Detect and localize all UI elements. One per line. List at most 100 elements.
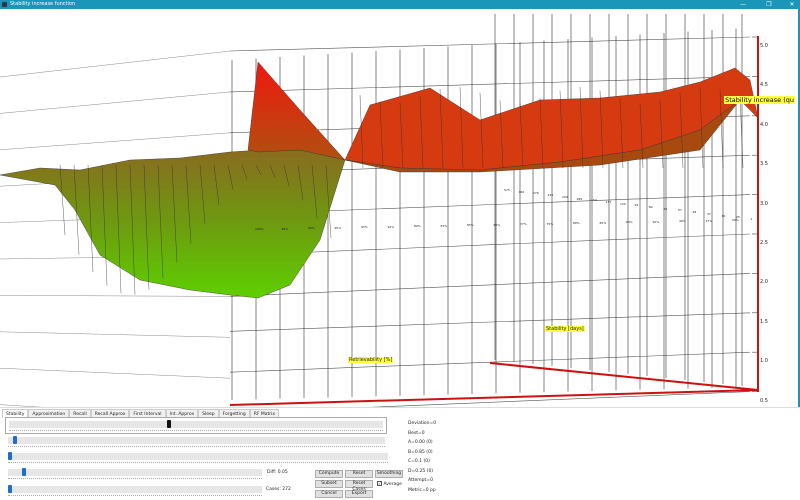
surface-mesh-line xyxy=(399,102,404,169)
surface-mesh-line xyxy=(639,102,644,169)
maximize-button[interactable]: ❐ xyxy=(766,1,772,8)
stat-line: Attempt=0 xyxy=(408,478,433,483)
z-tick-label: 1.5 xyxy=(760,318,768,325)
stat-line: B=0.85 (0) xyxy=(408,449,433,455)
reset-cases-button[interactable]: Reset Cases xyxy=(345,480,373,492)
retrievability-tick-label: 27% xyxy=(705,218,713,223)
slider-thumb[interactable] xyxy=(8,452,12,460)
slider-thumb[interactable] xyxy=(167,420,171,428)
retrievability-tick-label: 60% xyxy=(626,220,633,224)
smoothing-button[interactable]: Smoothing xyxy=(375,470,403,478)
tab-forgetting[interactable]: Forgetting xyxy=(218,409,250,418)
retrievability-tick-label: 65% xyxy=(599,220,607,225)
tab-stability[interactable]: Stability xyxy=(2,409,29,418)
surface-mesh-line xyxy=(227,164,234,190)
stability-tick-label: 204 xyxy=(562,194,568,199)
close-button[interactable]: ✕ xyxy=(789,1,795,8)
slider-thumb[interactable] xyxy=(22,468,26,476)
grid-line xyxy=(229,36,751,52)
tab-recall[interactable]: Recall xyxy=(69,409,91,418)
stability-tick-label: 30 xyxy=(721,213,726,218)
cancel-button[interactable]: Cancel xyxy=(315,490,343,498)
stability-tick-label: 180 xyxy=(576,196,583,201)
retrievability-tick-label: 50% xyxy=(652,219,660,224)
surface-mesh-line xyxy=(311,164,318,219)
surface-mesh-line xyxy=(59,164,66,236)
surface-mesh-line xyxy=(129,164,136,295)
z-tick-label: 2.0 xyxy=(760,279,768,286)
stability-tick-label: 154 xyxy=(591,198,597,203)
stability-tick-label: 94 xyxy=(634,203,639,208)
retrievability-tick-label: 93% xyxy=(361,225,368,229)
window-title: Stability increase function xyxy=(10,1,76,7)
surface-mesh-line xyxy=(499,100,504,169)
retrievability-tick-label: 98% xyxy=(281,226,289,231)
surface-mesh-line xyxy=(479,92,484,169)
surface-mesh-line xyxy=(419,96,424,169)
cases-slider[interactable] xyxy=(8,485,262,496)
app-icon xyxy=(2,2,7,7)
retrievability-tick-label: 95% xyxy=(334,225,342,230)
stat-line: Metric=0 pp xyxy=(408,487,436,493)
retrievability-tick-label: 80% xyxy=(493,222,501,227)
tab-first-interval[interactable]: First Interval xyxy=(129,409,166,418)
slider-thumb[interactable] xyxy=(13,436,17,444)
grid-line xyxy=(229,312,751,332)
grid-line xyxy=(229,76,751,93)
tab-approximation[interactable]: Approximation xyxy=(28,409,70,418)
z-tick-label: 3.5 xyxy=(760,161,768,168)
stability-tick-label: 1 xyxy=(750,216,753,221)
retrievability-tick-label: 68% xyxy=(573,221,580,225)
slider-1[interactable] xyxy=(9,420,383,431)
diff-slider[interactable] xyxy=(8,468,262,479)
tab-int-approx[interactable]: Int. Approx xyxy=(165,409,199,418)
title-bar: Stability increase function — ❐ ✕ xyxy=(0,0,800,9)
diff-label: Diff: 0.05 xyxy=(267,470,288,475)
surface-ridge xyxy=(344,67,759,171)
average-checkbox[interactable]: ✓ Average xyxy=(377,481,402,487)
surface-mesh-line xyxy=(171,164,178,263)
stability-tick-label: 25 xyxy=(736,215,740,220)
surface-mesh-line xyxy=(325,164,332,239)
compute-button[interactable]: Compute xyxy=(315,470,343,478)
stat-line: A=0.00 (0) xyxy=(408,440,433,445)
stability-tick-label: 137 xyxy=(605,199,612,204)
grid-line xyxy=(0,367,231,379)
x-axis-label: Retrievability [%] xyxy=(348,357,394,363)
slider-3[interactable] xyxy=(8,452,388,463)
3d-surface-plot[interactable]: 5.0 4.5 4.0 3.5 3.0 2.5 2.0 1.5 1.0 0.5 575 460 276 2… xyxy=(0,9,800,420)
tab-rf-matrix[interactable]: RF Matrix xyxy=(249,409,280,418)
grid-line xyxy=(0,132,231,151)
surface-mesh-line xyxy=(719,88,724,169)
surface-mesh-line xyxy=(679,92,684,169)
subset-button[interactable]: Subset xyxy=(315,480,343,488)
surface-mesh-line xyxy=(559,90,564,169)
surface-mesh-line xyxy=(255,164,262,176)
retrievability-tick-label: 77% xyxy=(520,222,527,226)
export-button[interactable]: Export xyxy=(345,490,373,498)
cases-label: Cases: 272 xyxy=(266,487,291,492)
retrievability-tick-label: 20% xyxy=(732,218,739,222)
reset-button[interactable]: Reset xyxy=(345,470,373,478)
retrievability-tick-label: 89% xyxy=(414,224,421,228)
tab-sleep[interactable]: Sleep xyxy=(198,409,219,418)
grid-line xyxy=(0,331,231,338)
slider-thumb[interactable] xyxy=(8,485,12,493)
surface-mesh-line xyxy=(579,86,584,169)
z-tick-label: 4.0 xyxy=(760,121,768,128)
y-axis-line xyxy=(489,362,759,391)
z-tick-label: 5.0 xyxy=(760,43,768,49)
surface-mesh-line xyxy=(459,87,464,169)
slider-2[interactable] xyxy=(8,436,385,447)
surface-ridge-shadow xyxy=(344,99,741,173)
y-axis-label: Stability [days] xyxy=(545,326,585,332)
surface-mesh-line xyxy=(269,164,276,178)
z-tick-label: 2.5 xyxy=(760,240,768,246)
surface-mesh-line xyxy=(739,96,744,169)
surface-mesh-line xyxy=(297,164,304,201)
surface-mesh-line xyxy=(519,102,524,169)
tab-recall-approx[interactable]: Recall Approx xyxy=(90,409,130,418)
surface-valley xyxy=(0,147,346,299)
grid-line xyxy=(229,391,751,414)
minimize-button[interactable]: — xyxy=(740,1,746,8)
